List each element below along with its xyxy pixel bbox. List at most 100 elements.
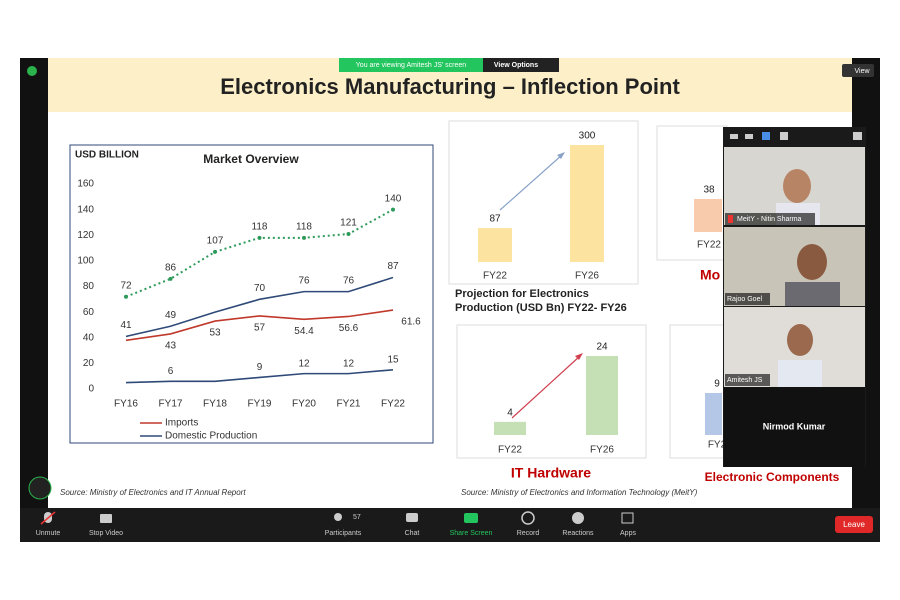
data-label: 56.6 <box>339 323 359 334</box>
toolbar-icons <box>28 476 873 533</box>
data-label: 49 <box>165 310 177 321</box>
bar <box>570 145 604 262</box>
panel-icon[interactable] <box>780 132 788 140</box>
video-panel: MeitY - Nitin Sharma Rajoo Goel Amitesh JS… <box>723 127 866 467</box>
apps-icon[interactable] <box>621 512 634 524</box>
y-tick-label: 100 <box>77 256 94 267</box>
chart-title: Mo <box>700 267 720 283</box>
point <box>213 249 217 254</box>
data-label: 76 <box>298 275 310 286</box>
y-tick-label: 20 <box>83 358 95 369</box>
data-label: 53 <box>209 328 221 339</box>
data-label: 57 <box>254 323 266 334</box>
charts: USD BILLION Market Overview 0 20 40 60 80 100 12… <box>75 131 840 485</box>
person <box>785 282 840 306</box>
point <box>168 276 173 281</box>
data-label: 4 <box>507 407 513 418</box>
bar <box>586 356 618 435</box>
person <box>787 324 813 356</box>
view-options-text: View Options <box>494 62 538 69</box>
chart-title: Electronic Components <box>705 470 840 484</box>
share-banner <box>339 58 483 72</box>
data-label: 15 <box>387 354 399 365</box>
y-tick-label: 40 <box>83 332 95 343</box>
data-label: 38 <box>703 185 715 196</box>
participant-count: 57 <box>353 514 361 521</box>
toolbar-label: Unmute <box>36 530 61 537</box>
y-tick-label: 160 <box>77 179 94 190</box>
toolbar-label: Reactions <box>562 530 594 537</box>
view-text: View <box>854 68 870 75</box>
leave-label: Leave <box>843 520 865 529</box>
share-icon[interactable] <box>464 513 478 523</box>
panel-icon[interactable] <box>762 132 770 140</box>
arrow-head <box>575 353 583 360</box>
panel <box>456 324 647 459</box>
y-tick-label: 60 <box>83 307 95 318</box>
data-label: 6 <box>168 366 174 377</box>
bar <box>494 421 526 435</box>
chart-title: Market Overview <box>203 152 299 166</box>
source: Source: Ministry of Electronics and Info… <box>461 488 698 497</box>
x-tick-label: FY21 <box>337 399 361 410</box>
point <box>391 207 395 212</box>
toolbar-label: Share Screen <box>450 530 493 537</box>
x-tick-label: FY19 <box>248 399 272 410</box>
x-tick-label: FY22 <box>498 445 522 456</box>
toolbar-label: Apps <box>620 530 636 537</box>
data-label: 54.4 <box>294 326 314 337</box>
panel-icon[interactable] <box>853 132 862 140</box>
data-label: 300 <box>579 131 596 142</box>
video-icon[interactable] <box>100 514 112 523</box>
data-label: 24 <box>596 342 608 353</box>
view-options[interactable] <box>483 58 559 72</box>
leave-button[interactable] <box>835 516 873 533</box>
person <box>778 360 822 387</box>
data-label: 72 <box>120 280 132 291</box>
name-tag-bg <box>725 213 815 225</box>
slide-title: Electronics Manufacturing – Inflection P… <box>220 74 680 99</box>
data-label: 86 <box>165 262 177 273</box>
toolbar <box>20 508 880 542</box>
data-label: 121 <box>340 218 357 229</box>
toolbar-label: Participants <box>325 530 362 537</box>
data-label: 41 <box>120 320 132 331</box>
mic-muted <box>728 215 733 223</box>
video-tile <box>724 387 865 467</box>
data-label: 12 <box>298 358 310 369</box>
x-tick-label: FY16 <box>114 399 138 410</box>
data-label: 140 <box>385 193 402 204</box>
participants-icon[interactable] <box>334 513 342 521</box>
data-label: 87 <box>489 214 501 225</box>
y-tick-label: 80 <box>83 281 95 292</box>
data-label: 12 <box>343 358 355 369</box>
x-tick-label: FY22 <box>381 399 405 410</box>
bar <box>478 228 512 262</box>
y-axis-title: USD BILLION <box>75 150 139 161</box>
annotate-button[interactable] <box>28 476 52 500</box>
chat-icon[interactable] <box>406 513 418 522</box>
name-tag-bg <box>725 374 770 386</box>
x-tick-label: FY26 <box>590 445 614 456</box>
y-tick-label: 0 <box>88 384 94 395</box>
reactions-icon[interactable] <box>572 512 584 524</box>
point <box>124 294 128 299</box>
panel <box>448 120 639 285</box>
point <box>257 235 262 240</box>
person <box>783 169 811 203</box>
bar <box>705 393 722 435</box>
participant-name: MeitY - Nitin Sharma <box>737 216 802 223</box>
record-icon[interactable] <box>521 511 535 525</box>
arrow <box>511 355 581 419</box>
y-tick-label: 140 <box>77 204 94 215</box>
panel-icon[interactable] <box>745 134 753 139</box>
panel-icon[interactable] <box>730 134 738 139</box>
view-button[interactable] <box>842 64 874 77</box>
data-label: 107 <box>207 236 224 247</box>
series-line <box>125 309 394 342</box>
data-label: 76 <box>343 275 355 286</box>
security-icon <box>27 66 37 76</box>
chart-title: IT Hardware <box>511 465 591 481</box>
bar <box>694 199 722 232</box>
